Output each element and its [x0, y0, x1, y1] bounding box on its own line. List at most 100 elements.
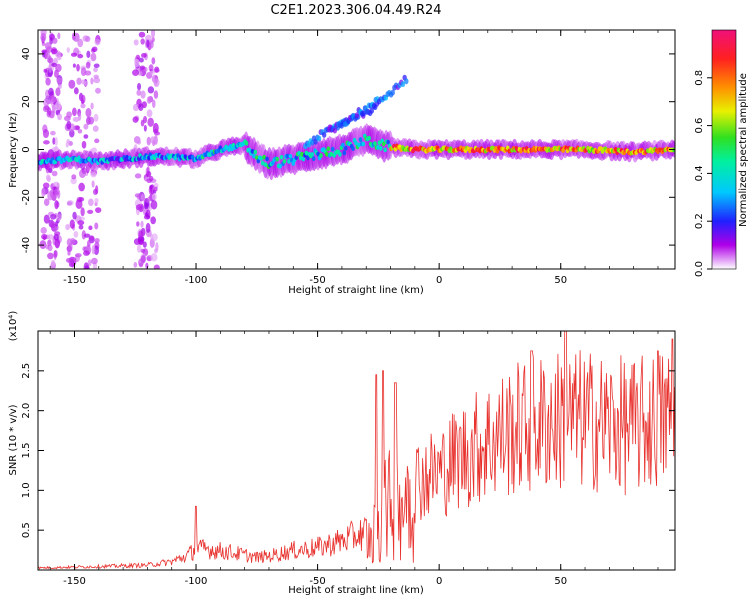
spectrogram-speckle [93, 74, 99, 79]
spectrogram-speckle [138, 238, 144, 246]
spectrogram-speckle [152, 99, 156, 108]
spectrogram-speckle [86, 50, 91, 59]
spectrogram-speckle [66, 200, 74, 206]
spectrogram-speckle [140, 248, 146, 253]
spectrogram-speckle [51, 48, 58, 55]
spectrogram-speckle [133, 262, 138, 268]
spectrogram-ridge [278, 163, 282, 169]
spectrogram-speckle [139, 57, 144, 63]
spectrogram-ridge [253, 149, 258, 155]
spectrogram-ridge [298, 155, 303, 161]
spectrogram-speckle [76, 64, 80, 72]
spectrogram-ridge [282, 158, 287, 164]
spectrogram-speckle [146, 171, 152, 178]
spectrogram-speckle [136, 221, 140, 227]
spectrogram-speckle [140, 220, 144, 228]
spectrogram-speckle [87, 209, 94, 215]
spectrogram-speckle [150, 136, 156, 144]
colorbar-tick-label: 0.8 [694, 70, 705, 86]
snr-xtick-label: -100 [185, 576, 208, 587]
spectrogram-speckle [140, 38, 145, 45]
spectrogram-branch [371, 103, 377, 110]
spectrogram-speckle [134, 173, 142, 179]
spectrogram-speckle [72, 211, 77, 220]
spectrogram-speckle [91, 257, 98, 265]
spectrogram-speckle [94, 238, 100, 244]
spectrogram-speckle [88, 116, 95, 125]
snr-ytick-label: 0.5 [21, 522, 32, 538]
colorbar-tick-label: 0.6 [694, 118, 705, 134]
spectrogram-speckle [153, 90, 159, 99]
spectrogram-ridge [244, 140, 249, 146]
spectrogram-speckle [39, 240, 47, 249]
spectrogram-ridge [310, 152, 315, 157]
spectrogram-ridge [304, 150, 309, 156]
spectrogram-speckle [73, 87, 79, 95]
spectrogram-speckle [48, 63, 52, 73]
spectrogram-speckle [63, 115, 71, 122]
spectrogram-speckle [146, 178, 152, 184]
spectrogram-speckle [145, 262, 149, 269]
spectrogram-speckle [69, 219, 75, 229]
spectrogram-ridge [373, 141, 377, 147]
spectrogram-speckle [145, 222, 151, 233]
spectrogram-speckle [43, 214, 50, 224]
spectrogram-ridge [338, 151, 342, 157]
spectrogram-speckle [90, 77, 94, 85]
spectrogram-ridge [300, 151, 304, 157]
spectrogram-speckle [93, 63, 100, 68]
spectrogram-speckle [71, 174, 77, 180]
spectrogram-ridge [316, 151, 320, 157]
spectrogram-branch [361, 110, 366, 117]
spectrogram-speckle [151, 57, 156, 65]
spectrogram-branch [364, 108, 370, 115]
spectrogram-speckle [151, 37, 155, 43]
spectrogram-speckle [43, 98, 50, 107]
spectrogram-ridge [291, 161, 296, 166]
spectrogram-speckle [80, 207, 85, 217]
spectrogram-speckle [68, 256, 75, 267]
spectrogram-speckle [40, 32, 47, 42]
spectrogram-ridge [329, 151, 334, 157]
spectrogram-ridge [357, 142, 361, 148]
spectrogram-speckle [83, 233, 91, 238]
spectrogram-speckle [142, 207, 147, 214]
spectrogram-speckle [56, 213, 62, 221]
spectrogram-speckle [95, 87, 101, 94]
colorbar-tick-label: 0.0 [694, 261, 705, 277]
spectrogram-speckle [54, 101, 62, 111]
spectrogram-ridge [383, 147, 387, 153]
spectrogram-speckle [72, 107, 77, 117]
spectrogram-speckle [146, 136, 151, 146]
spectrogram-speckle [50, 130, 56, 136]
spectrogram-speckle [74, 253, 82, 258]
spectrogram-speckle [77, 220, 85, 226]
spectrogram-speckle [132, 103, 140, 112]
spectrogram-speckle [134, 136, 141, 144]
spectrogram-speckle [45, 77, 51, 86]
snr-xtick-label: 50 [554, 576, 567, 587]
spectrogram-xlabel: Height of straight line (km) [288, 285, 424, 296]
spectrogram-ridge [672, 147, 675, 153]
spectrogram-ridge [250, 148, 255, 154]
spectrogram-ytick-label: -20 [21, 189, 32, 205]
spectrogram-ridge [279, 154, 284, 160]
spectrogram-speckle [155, 242, 159, 252]
spectrogram-speckle [40, 226, 47, 234]
spectrogram-speckle [76, 77, 82, 85]
spectrogram-speckle [53, 189, 59, 196]
spectrogram-speckle [146, 109, 153, 118]
spectrogram-ridge [379, 145, 383, 151]
spectrogram-speckle [42, 129, 50, 139]
spectrogram-ytick-label: 0 [21, 146, 32, 152]
spectrogram-speckle [57, 54, 62, 61]
spectrogram-ridge [381, 141, 386, 147]
spectrogram-speckle [43, 198, 50, 206]
spectrogram-speckle [141, 101, 147, 109]
spectrogram-speckle [77, 53, 84, 59]
spectrogram-speckle [139, 65, 146, 71]
spectrogram-branch [369, 107, 375, 114]
spectrogram-speckle [52, 181, 60, 188]
spectrogram-ridge [230, 146, 234, 152]
spectrogram-speckle [47, 107, 52, 116]
